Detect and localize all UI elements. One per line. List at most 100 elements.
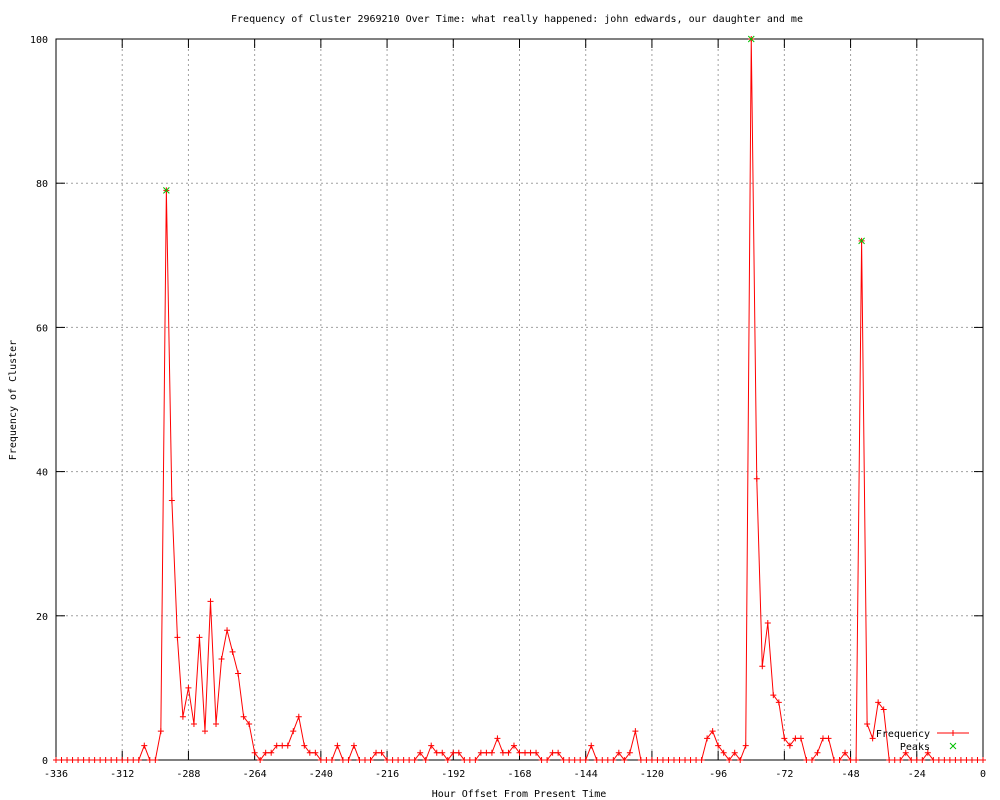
frequency-point bbox=[753, 475, 760, 482]
frequency-point bbox=[797, 735, 804, 742]
frequency-point bbox=[693, 757, 700, 763]
frequency-point bbox=[450, 749, 457, 756]
frequency-point bbox=[935, 757, 942, 763]
frequency-point bbox=[124, 757, 131, 763]
frequency-point bbox=[643, 757, 650, 763]
frequency-point bbox=[257, 757, 264, 763]
frequency-point bbox=[781, 735, 788, 742]
frequency-point bbox=[240, 713, 247, 720]
legend-label-frequency: Frequency bbox=[876, 729, 930, 740]
frequency-point bbox=[566, 757, 573, 763]
series-layer bbox=[53, 35, 986, 763]
frequency-point bbox=[367, 757, 374, 763]
frequency-point bbox=[544, 757, 551, 763]
frequency-point bbox=[853, 757, 860, 763]
frequency-point bbox=[141, 742, 148, 749]
frequency-point bbox=[599, 757, 606, 763]
frequency-point bbox=[902, 749, 909, 756]
frequency-point bbox=[113, 757, 120, 763]
frequency-point bbox=[731, 749, 738, 756]
frequency-point bbox=[737, 757, 744, 763]
frequency-point bbox=[654, 757, 661, 763]
x-tick-label: -72 bbox=[775, 769, 793, 780]
frequency-point bbox=[891, 757, 898, 763]
frequency-point bbox=[886, 757, 893, 763]
x-axis-label: Hour Offset From Present Time bbox=[432, 789, 607, 800]
frequency-point bbox=[455, 749, 462, 756]
x-tick-label: -24 bbox=[908, 769, 926, 780]
frequency-point bbox=[411, 757, 418, 763]
frequency-point bbox=[941, 757, 948, 763]
frequency-point bbox=[555, 749, 562, 756]
x-tick-label: -264 bbox=[243, 769, 267, 780]
x-tick-label: -312 bbox=[110, 769, 134, 780]
frequency-point bbox=[897, 757, 904, 763]
frequency-point bbox=[775, 699, 782, 706]
x-tick-label: -144 bbox=[574, 769, 598, 780]
frequency-point bbox=[648, 757, 655, 763]
frequency-point bbox=[510, 742, 517, 749]
frequency-point bbox=[433, 749, 440, 756]
chart-title: Frequency of Cluster 2969210 Over Time: … bbox=[231, 14, 803, 25]
frequency-point bbox=[952, 757, 959, 763]
frequency-point bbox=[422, 757, 429, 763]
frequency-point bbox=[317, 757, 324, 763]
x-tick-label: -336 bbox=[44, 769, 68, 780]
frequency-point bbox=[295, 713, 302, 720]
frequency-point bbox=[665, 757, 672, 763]
frequency-point bbox=[930, 757, 937, 763]
frequency-point bbox=[461, 757, 468, 763]
frequency-point bbox=[80, 757, 87, 763]
y-tick-label: 20 bbox=[36, 612, 48, 623]
frequency-point bbox=[119, 757, 126, 763]
x-tick-label: -168 bbox=[507, 769, 531, 780]
frequency-point bbox=[428, 742, 435, 749]
frequency-point bbox=[279, 742, 286, 749]
frequency-point bbox=[168, 497, 175, 504]
frequency-point bbox=[251, 749, 258, 756]
frequency-point bbox=[229, 648, 236, 655]
frequency-point bbox=[786, 742, 793, 749]
frequency-point bbox=[268, 749, 275, 756]
axis-ticks: -336 -312 -288 -264 -240 -216 -192 -168 -144 -120… bbox=[30, 35, 986, 780]
frequency-point bbox=[262, 749, 269, 756]
frequency-point bbox=[179, 713, 186, 720]
peak-point bbox=[858, 237, 865, 245]
frequency-point bbox=[207, 598, 214, 605]
frequency-point bbox=[130, 757, 137, 763]
frequency-point bbox=[284, 742, 291, 749]
frequency-point bbox=[306, 749, 313, 756]
frequency-point bbox=[466, 757, 473, 763]
frequency-point bbox=[726, 757, 733, 763]
frequency-point bbox=[963, 757, 970, 763]
frequency-point bbox=[676, 757, 683, 763]
frequency-point bbox=[582, 757, 589, 763]
y-tick-label: 100 bbox=[30, 35, 48, 46]
frequency-point bbox=[472, 757, 479, 763]
frequency-point bbox=[395, 757, 402, 763]
frequency-point bbox=[417, 749, 424, 756]
frequency-point bbox=[715, 742, 722, 749]
frequency-point bbox=[819, 735, 826, 742]
frequency-point bbox=[135, 757, 142, 763]
frequency-point bbox=[97, 757, 104, 763]
frequency-point bbox=[588, 742, 595, 749]
frequency-point bbox=[373, 749, 380, 756]
frequency-point bbox=[350, 742, 357, 749]
frequency-point bbox=[378, 749, 385, 756]
frequency-point bbox=[875, 699, 882, 706]
frequency-point bbox=[808, 757, 815, 763]
frequency-point bbox=[527, 749, 534, 756]
frequency-point bbox=[477, 749, 484, 756]
frequency-point bbox=[836, 757, 843, 763]
frequency-point bbox=[869, 735, 876, 742]
frequency-point bbox=[621, 757, 628, 763]
frequency-point bbox=[980, 757, 986, 763]
x-tick-label: -48 bbox=[842, 769, 860, 780]
frequency-point bbox=[924, 749, 931, 756]
frequency-point bbox=[152, 757, 159, 763]
frequency-point bbox=[185, 684, 192, 691]
peak-point bbox=[163, 187, 170, 194]
frequency-point bbox=[919, 757, 926, 763]
frequency-point bbox=[64, 757, 71, 763]
